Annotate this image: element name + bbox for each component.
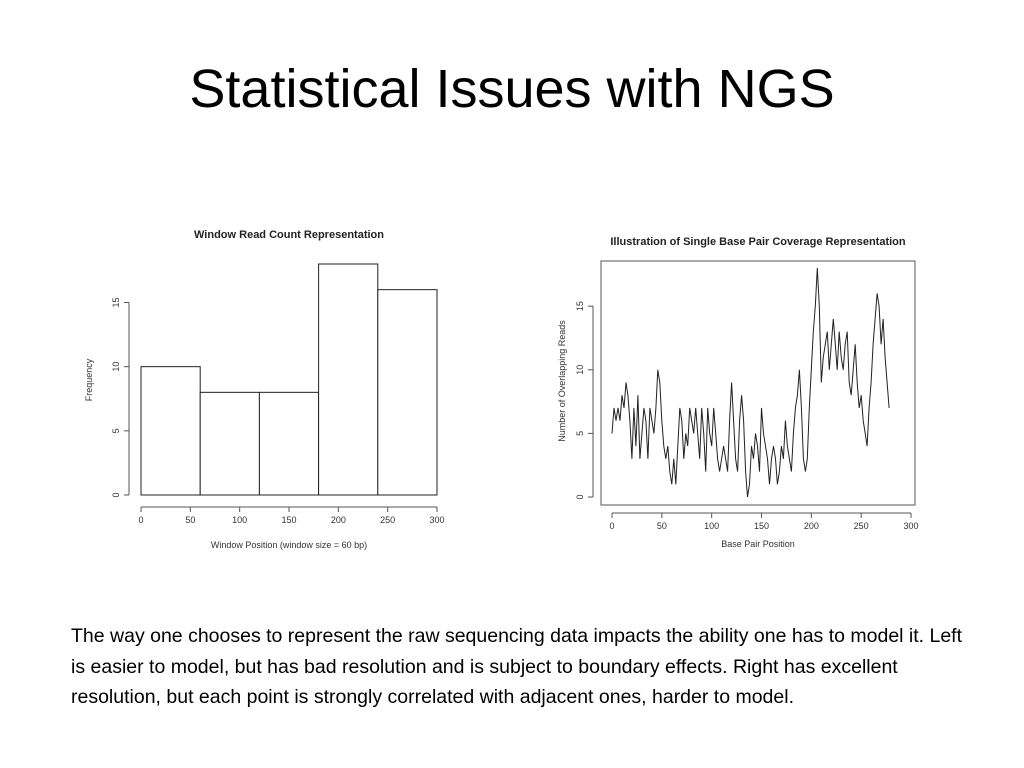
x-tick-label: 300 xyxy=(429,515,444,525)
histogram-bar xyxy=(318,263,379,496)
histogram-bar xyxy=(199,391,260,496)
y-tick-label: 0 xyxy=(111,492,121,497)
x-tick-label: 300 xyxy=(903,521,918,531)
y-tick-label: 15 xyxy=(575,301,585,311)
chart-title: Illustration of Single Base Pair Coverag… xyxy=(610,236,906,248)
coverage-line xyxy=(611,267,890,498)
x-axis-label: Base Pair Position xyxy=(721,539,795,549)
y-tick-label: 5 xyxy=(111,428,121,433)
x-axis-label: Window Position (window size = 60 bp) xyxy=(211,540,367,550)
coverage-chart: Illustration of Single Base Pair Coverag… xyxy=(557,236,919,549)
x-tick-label: 200 xyxy=(804,521,819,531)
y-axis-label: Frequency xyxy=(84,358,94,401)
y-axis-label: Number of Overlapping Reads xyxy=(557,320,567,442)
histogram-bar xyxy=(258,391,320,496)
histogram-bar xyxy=(140,366,201,496)
y-tick-label: 10 xyxy=(111,362,121,372)
x-tick-label: 0 xyxy=(609,521,614,531)
histogram-bar xyxy=(377,289,438,496)
y-tick-label: 5 xyxy=(575,431,585,436)
slide-caption: The way one chooses to represent the raw… xyxy=(71,625,963,708)
x-tick-label: 100 xyxy=(704,521,719,531)
x-tick-label: 50 xyxy=(657,521,667,531)
y-tick-label: 10 xyxy=(575,365,585,375)
plot-frame xyxy=(600,260,916,506)
slide-title: Statistical Issues with NGS xyxy=(189,59,835,119)
x-tick-label: 50 xyxy=(185,515,195,525)
x-tick-label: 150 xyxy=(754,521,769,531)
x-tick-label: 0 xyxy=(138,515,143,525)
chart-title: Window Read Count Representation xyxy=(194,229,384,241)
x-tick-label: 200 xyxy=(331,515,346,525)
x-tick-label: 250 xyxy=(854,521,869,531)
x-tick-label: 150 xyxy=(281,515,296,525)
x-tick-label: 100 xyxy=(232,515,247,525)
x-tick-label: 250 xyxy=(380,515,395,525)
y-tick-label: 15 xyxy=(111,297,121,307)
y-tick-label: 0 xyxy=(575,494,585,499)
